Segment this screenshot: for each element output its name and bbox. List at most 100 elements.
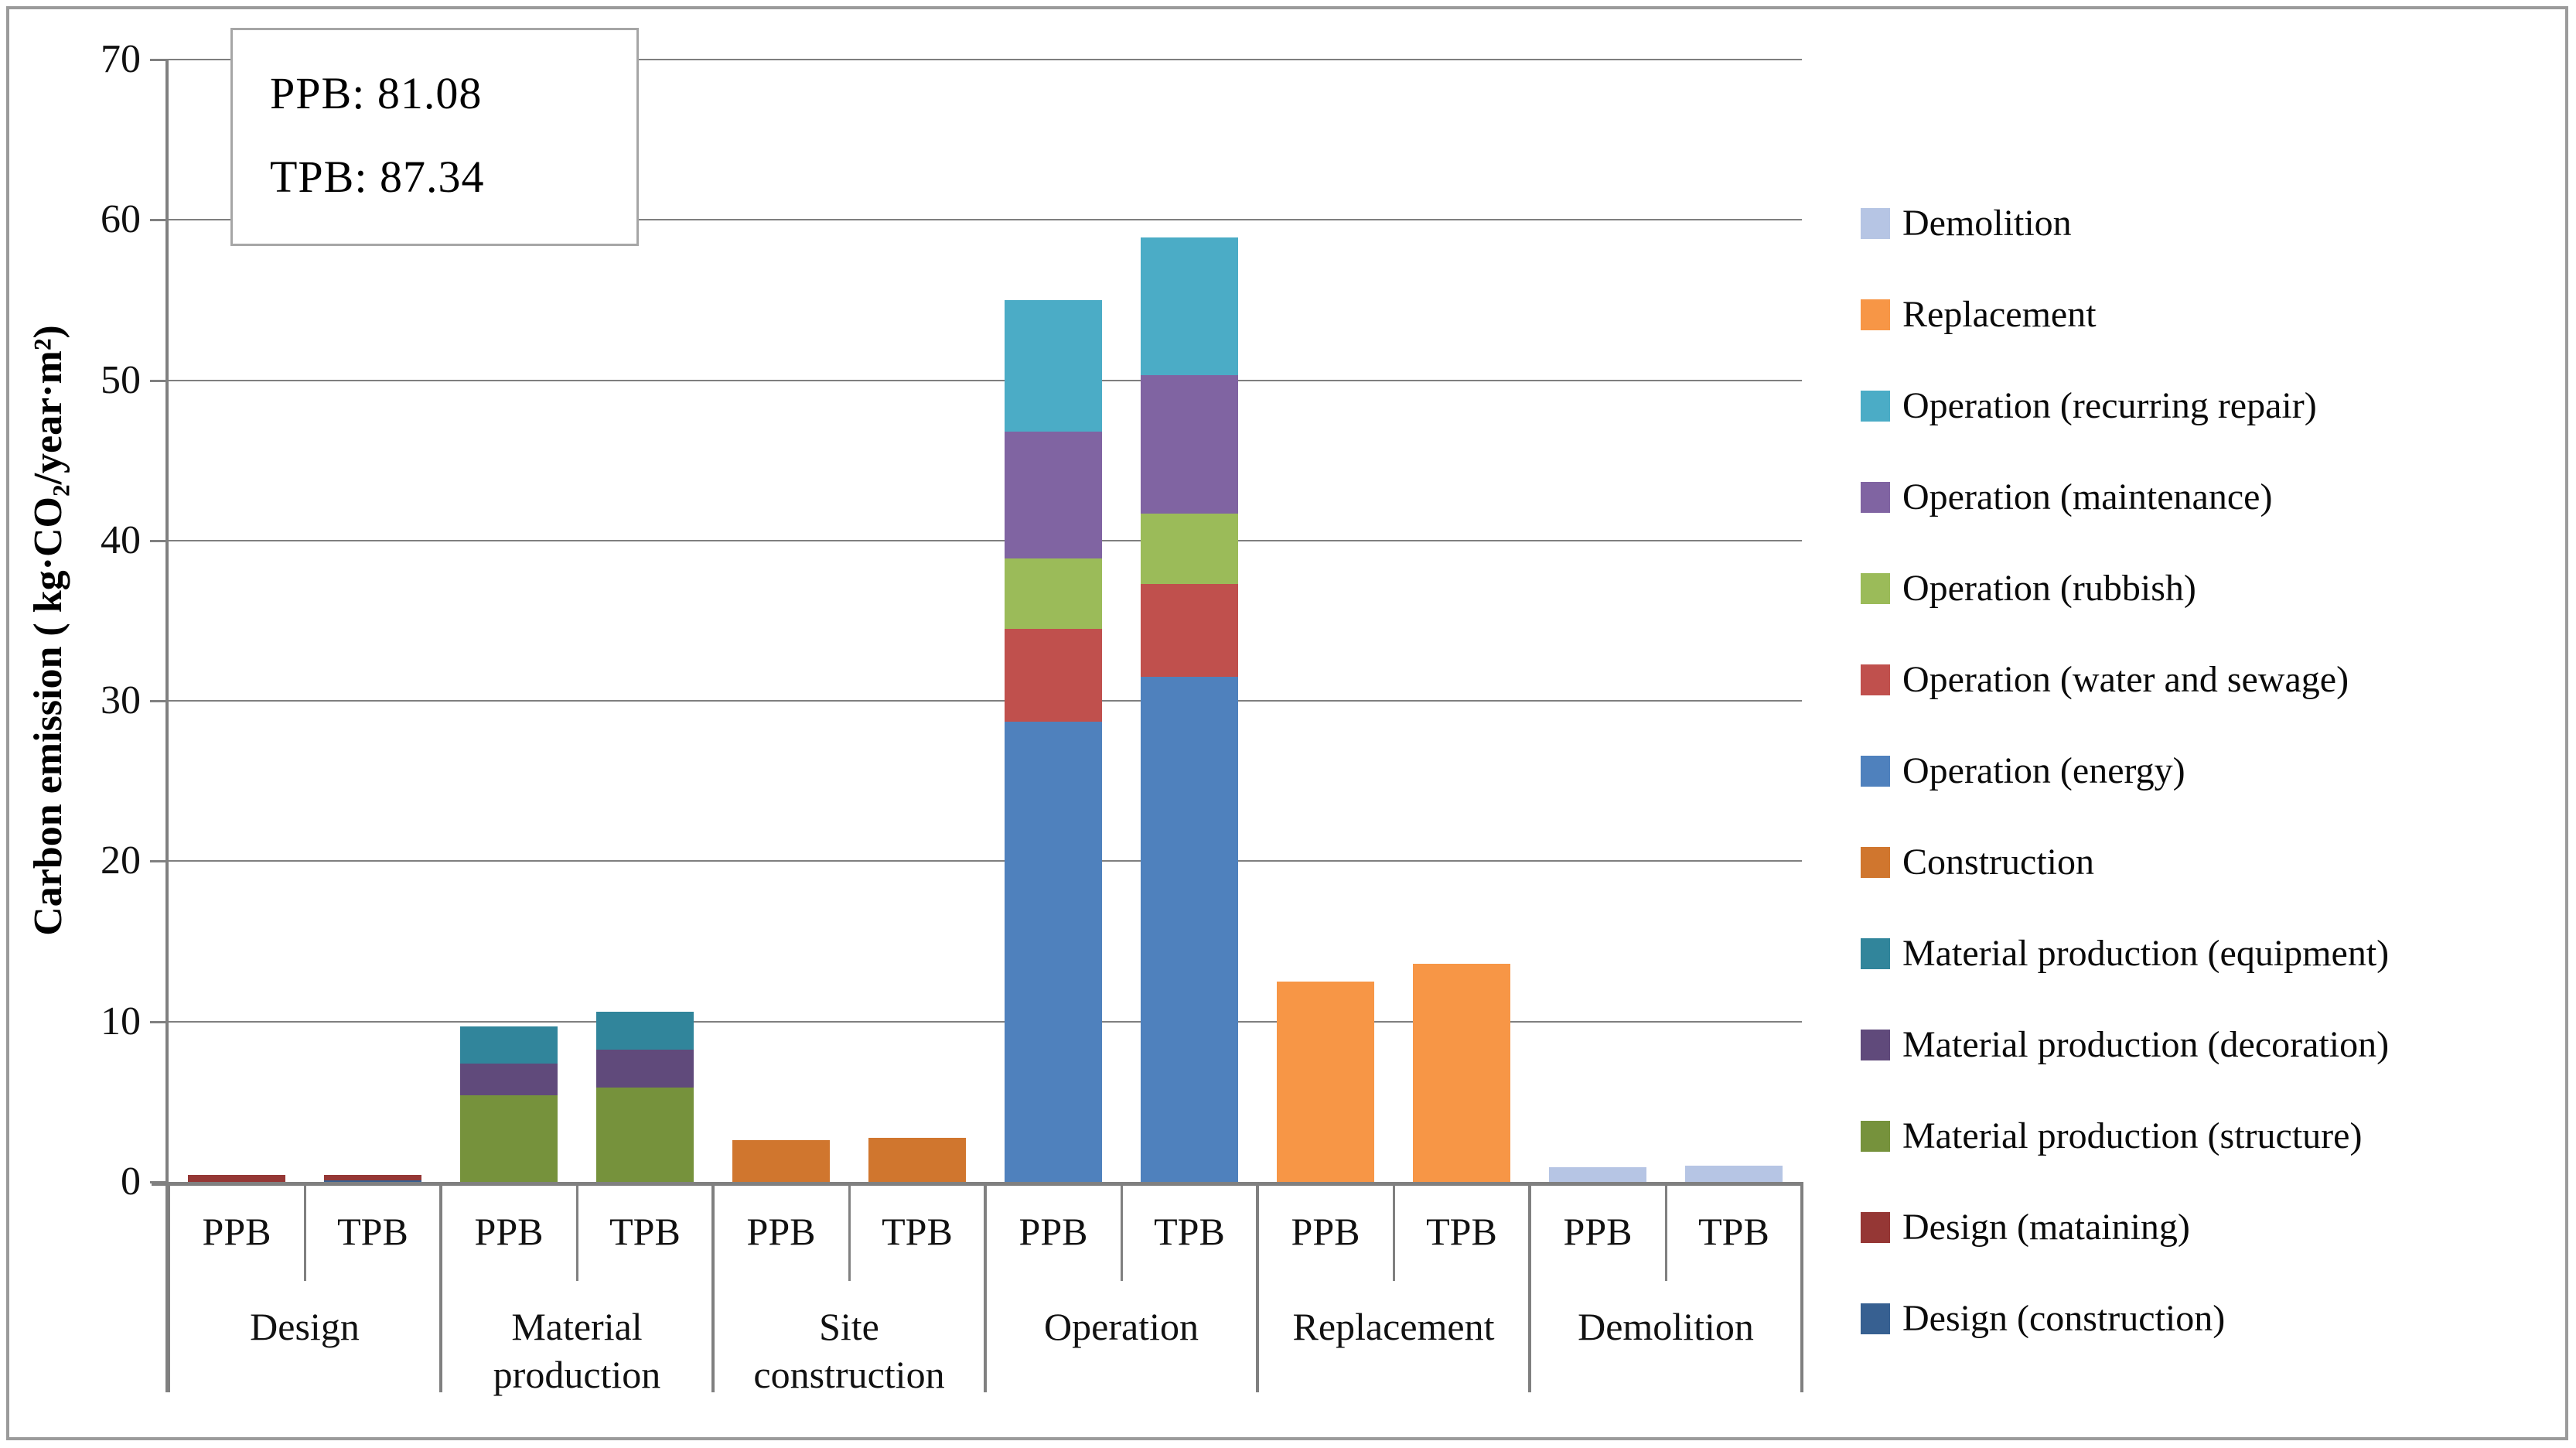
legend-label: Operation (maintenance)	[1902, 476, 2273, 517]
legend-label: Material production (structure)	[1902, 1115, 2363, 1156]
bar-site-construction-ppb	[732, 1140, 830, 1182]
category-separator	[439, 1182, 442, 1392]
category-label-replacement: Replacement	[1292, 1305, 1495, 1348]
legend-swatch	[1861, 208, 1890, 239]
y-tick-70	[150, 59, 169, 61]
bar-label-demolition-tpb: TPB	[1698, 1210, 1769, 1253]
bar-label-site-construction-tpb: TPB	[882, 1210, 953, 1253]
bar-label-operation-ppb: PPB	[1018, 1210, 1088, 1253]
legend-label: Design (mataining)	[1902, 1207, 2190, 1248]
category-separator	[1256, 1182, 1259, 1392]
legend-swatch	[1861, 482, 1890, 513]
category-separator	[167, 1182, 170, 1392]
legend-label: Material production (decoration)	[1902, 1024, 2390, 1065]
y-tick-label-70: 70	[101, 37, 141, 81]
legend-item-material-production-structure: Material production (structure)	[1861, 1117, 2557, 1156]
legend: Demolition Replacement Operation (recurrin…	[1861, 204, 2557, 1338]
bar-segment-operation-rubbish	[1005, 558, 1102, 629]
y-tick-20	[150, 860, 169, 863]
bar-segment-operation-maintenance	[1141, 375, 1238, 514]
bar-demolition-ppb	[1549, 1166, 1646, 1182]
bar-label-operation-tpb: TPB	[1154, 1210, 1225, 1253]
gridline-50	[169, 379, 1802, 381]
bar-segment-material-production-decoration	[596, 1050, 694, 1088]
legend-label: Design (construction)	[1902, 1298, 2226, 1339]
bar-design-ppb	[188, 1174, 285, 1182]
legend-swatch	[1861, 938, 1890, 969]
category-separator	[1800, 1182, 1803, 1392]
bar-segment-material-production-equipment	[596, 1012, 694, 1050]
legend-label: Operation (water and sewage)	[1902, 659, 2349, 700]
y-axis-line	[165, 60, 169, 1392]
legend-item-operation-water-and-sewage: Operation (water and sewage)	[1861, 661, 2557, 699]
legend-label: Construction	[1902, 842, 2094, 883]
bar-segment-operation-maintenance	[1005, 431, 1102, 558]
legend-item-operation-recurring-repair: Operation (recurring repair)	[1861, 387, 2557, 425]
legend-item-demolition: Demolition	[1861, 204, 2557, 243]
bar-label-design-ppb: PPB	[202, 1210, 271, 1253]
bar-operation-tpb	[1141, 237, 1238, 1182]
bar-segment-design-mataining	[324, 1174, 421, 1180]
category-cell: Demolition	[1530, 1281, 1802, 1392]
legend-label: Material production (equipment)	[1902, 933, 2390, 974]
legend-item-construction: Construction	[1861, 843, 2557, 882]
category-label-design: Design	[250, 1305, 360, 1348]
bar-segment-demolition	[1685, 1165, 1783, 1182]
bar-label-separator	[848, 1182, 851, 1281]
category-label-demolition: Demolition	[1578, 1305, 1754, 1348]
category-cell: Design	[169, 1281, 441, 1392]
bar-segment-operation-water-and-sewage	[1005, 628, 1102, 722]
bar-segment-material-production-decoration	[460, 1063, 558, 1096]
category-label-row: Design Material production Site constructi…	[169, 1281, 1802, 1396]
legend-label: Operation (energy)	[1902, 750, 2185, 791]
y-tick-label-0: 0	[121, 1159, 141, 1204]
figure-border	[6, 6, 2568, 1440]
legend-swatch	[1861, 847, 1890, 878]
bar-label-material-production-tpb: TPB	[609, 1210, 681, 1253]
y-tick-label-30: 30	[101, 678, 141, 723]
gridline-60	[169, 219, 1802, 221]
annotation-tpb-total: TPB: 87.34	[270, 152, 485, 202]
bar-operation-ppb	[1005, 299, 1102, 1182]
bar-segment-design-construction	[324, 1180, 421, 1182]
y-tick-40	[150, 539, 169, 542]
legend-swatch	[1861, 1212, 1890, 1243]
legend-label: Operation (rubbish)	[1902, 568, 2196, 609]
legend-swatch	[1861, 391, 1890, 422]
y-tick-10	[150, 1020, 169, 1023]
legend-item-material-production-decoration: Material production (decoration)	[1861, 1026, 2557, 1064]
gridline-40	[169, 539, 1802, 541]
category-cell: Site construction	[713, 1281, 985, 1396]
legend-label: Replacement	[1902, 294, 2097, 335]
category-cell: Material production	[441, 1281, 713, 1396]
bar-label-demolition-ppb: PPB	[1563, 1210, 1633, 1253]
bar-material-production-tpb	[596, 1012, 694, 1182]
y-tick-label-20: 20	[101, 838, 141, 883]
legend-swatch	[1861, 1303, 1890, 1334]
y-tick-60	[150, 219, 169, 222]
bar-segment-demolition	[1549, 1166, 1646, 1182]
bar-demolition-tpb	[1685, 1165, 1783, 1182]
legend-swatch	[1861, 664, 1890, 695]
category-separator	[984, 1182, 987, 1392]
category-label-site-construction: Site construction	[753, 1305, 945, 1396]
legend-label: Operation (recurring repair)	[1902, 385, 2317, 426]
y-tick-50	[150, 379, 169, 382]
gridline-30	[169, 700, 1802, 702]
category-cell: Operation	[985, 1281, 1257, 1392]
bar-segment-replacement	[1413, 964, 1510, 1182]
y-tick-label-10: 10	[101, 999, 141, 1043]
bar-segment-operation-energy	[1141, 677, 1238, 1182]
legend-item-material-production-equipment: Material production (equipment)	[1861, 934, 2557, 973]
gridline-10	[169, 1020, 1802, 1023]
plot-area: 0 10 20 30 40 50 60 70	[101, 39, 1802, 1392]
bar-label-material-production-ppb: PPB	[474, 1210, 544, 1253]
y-tick-label-40: 40	[101, 517, 141, 562]
legend-item-design-mataining: Design (mataining)	[1861, 1208, 2557, 1247]
legend-swatch	[1861, 1030, 1890, 1060]
bar-segment-material-production-structure	[596, 1087, 694, 1182]
bar-design-tpb	[324, 1174, 421, 1182]
bar-label-row: PPB TPB PPB TPB PPB TPB PPB TPB PPB TPB PPB TPB	[169, 1182, 1802, 1281]
bar-label-separator	[1120, 1182, 1123, 1281]
